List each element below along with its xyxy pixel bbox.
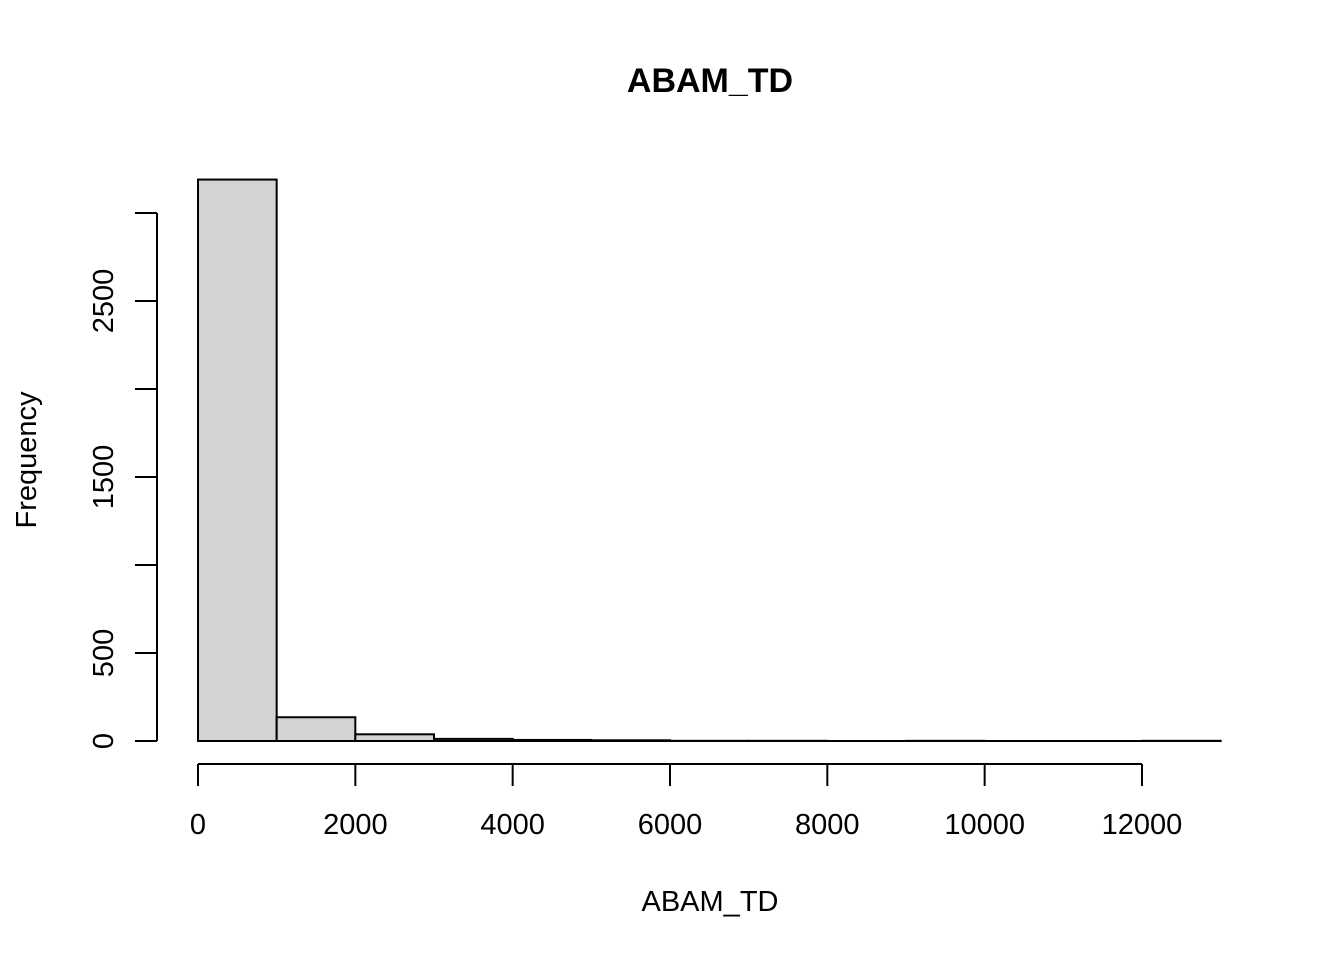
x-tick-label: 12000 xyxy=(1102,809,1183,841)
bars-group xyxy=(197,178,1222,743)
x-tick-label: 4000 xyxy=(480,809,545,841)
y-axis: 0 500 1500 2500 xyxy=(88,212,158,749)
y-tick-label: 500 xyxy=(88,629,120,677)
chart-title: ABAM_TD xyxy=(627,62,793,100)
histogram-bar xyxy=(354,733,435,743)
y-tick-label: 1500 xyxy=(88,445,120,510)
x-tick-label: 2000 xyxy=(323,809,388,841)
x-tick-label: 6000 xyxy=(638,809,703,841)
histogram-bar xyxy=(275,716,357,742)
histogram-bar xyxy=(197,178,278,742)
y-tick-label: 0 xyxy=(88,733,120,749)
y-tick-label: 2500 xyxy=(88,269,120,334)
x-tick-label: 0 xyxy=(190,809,206,841)
y-axis-label: Frequency xyxy=(11,391,43,529)
x-tick-label: 10000 xyxy=(944,809,1025,841)
x-tick-label: 8000 xyxy=(795,809,860,841)
x-axis: 0 2000 4000 6000 8000 10000 12000 xyxy=(190,763,1183,841)
x-axis-label: ABAM_TD xyxy=(642,886,779,918)
